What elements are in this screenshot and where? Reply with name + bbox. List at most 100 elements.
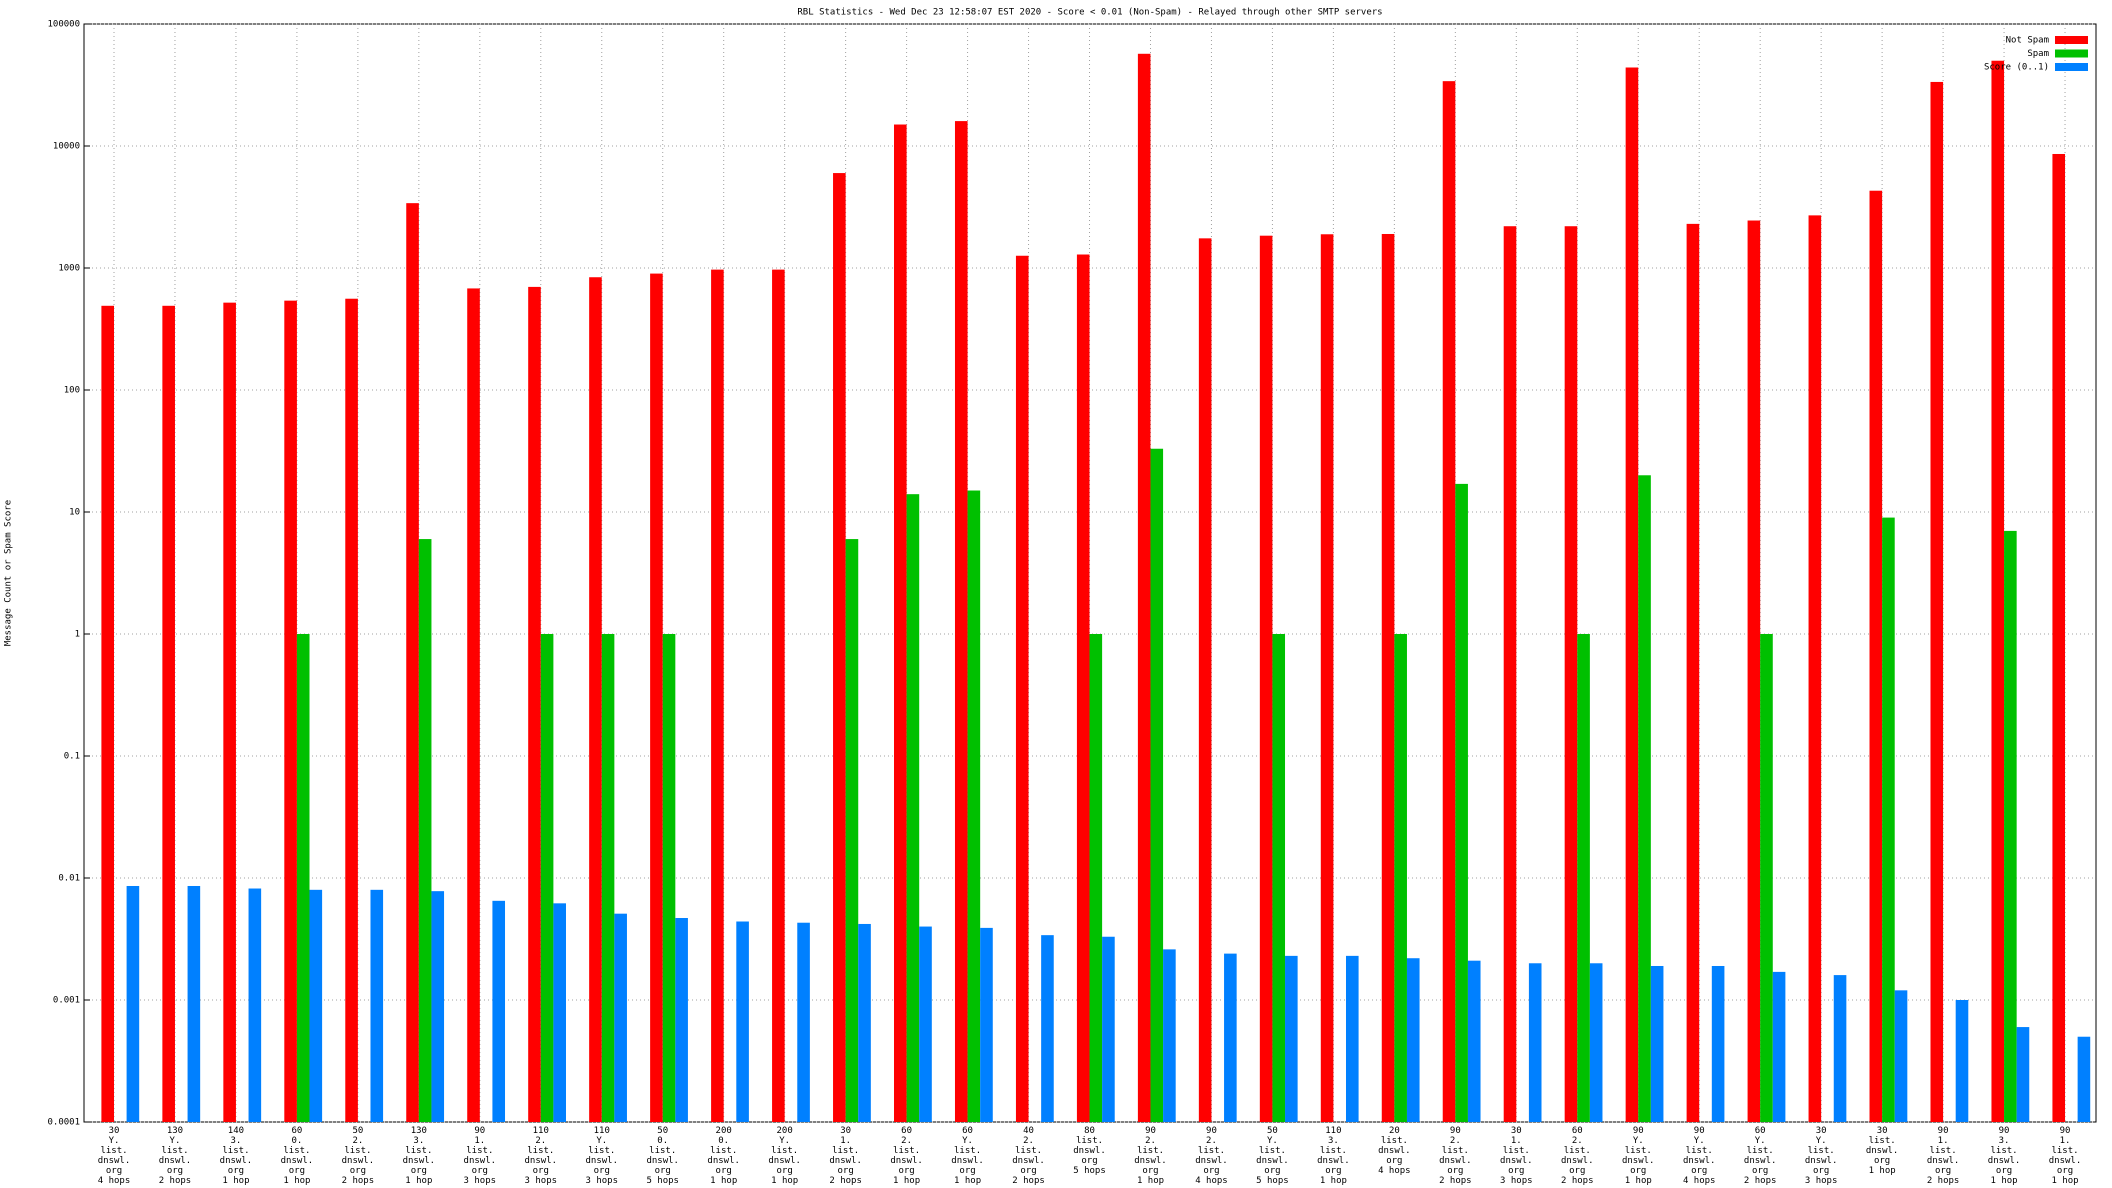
x-tick-label: 90 2. list. dnswl. org 1 hop [1134, 1126, 1167, 1186]
bar [1224, 953, 1237, 1122]
y-tick-label: 0.001 [53, 996, 80, 1006]
y-tick-label: 10000 [53, 142, 80, 152]
x-tick-label: 60 2. list. dnswl. org 1 hop [890, 1126, 923, 1186]
bar [1625, 67, 1639, 1122]
y-tick-label: 100000 [47, 20, 80, 30]
bar [1772, 971, 1786, 1122]
bar [1394, 634, 1407, 1122]
bar [1137, 53, 1151, 1122]
x-tick-label: 60 Y. list. dnswl. org 1 hop [951, 1126, 984, 1186]
bar [711, 269, 724, 1122]
bar [296, 634, 310, 1122]
bar [1711, 965, 1725, 1122]
bar [1285, 955, 1298, 1122]
x-tick-label: 90 Y. list. dnswl. org 4 hops [1682, 1126, 1716, 1186]
bar [772, 269, 785, 1122]
x-tick-label: 90 2. list. dnswl. org 4 hops [1195, 1126, 1228, 1186]
y-tick-label: 0.01 [58, 874, 80, 884]
bar [1650, 965, 1664, 1122]
bar [248, 888, 262, 1122]
bar [601, 634, 615, 1122]
legend-label: Score (0..1) [1984, 63, 2049, 73]
bar [1589, 963, 1603, 1122]
bar [1345, 955, 1359, 1122]
bar [1686, 223, 1700, 1122]
bar [919, 926, 932, 1122]
x-tick-label: 80 list. dnswl. org 5 hops [1073, 1126, 1106, 1176]
bar [406, 203, 419, 1123]
bar [309, 889, 323, 1122]
bar [1381, 233, 1395, 1122]
bar [614, 913, 627, 1122]
y-tick-label: 1000 [58, 264, 80, 274]
chart-title: RBL Statistics - Wed Dec 23 12:58:07 EST… [797, 8, 1382, 18]
bar [1163, 949, 1176, 1122]
bar [540, 634, 554, 1122]
bar [492, 900, 506, 1122]
x-tick-label: 90 Y. list. dnswl. org 1 hop [1621, 1126, 1655, 1186]
bar [1406, 958, 1420, 1122]
bar [162, 305, 175, 1122]
x-tick-label: 140 3. list. dnswl. org 1 hop [219, 1126, 253, 1186]
bar [2052, 153, 2066, 1122]
bar [980, 927, 993, 1122]
bar [187, 885, 201, 1122]
legend-label: Not Spam [2006, 36, 2049, 46]
bar [2077, 1036, 2091, 1122]
bar [797, 922, 810, 1122]
x-tick-label: 110 2. list. dnswl. org 3 hops [524, 1126, 558, 1186]
bar [1467, 960, 1481, 1122]
x-tick-label: 200 Y. list. dnswl. org 1 hop [768, 1126, 801, 1186]
bar [833, 173, 846, 1122]
bar [1076, 254, 1090, 1122]
bar [2016, 1027, 2030, 1122]
x-tick-label: 50 0. list. dnswl. org 5 hops [646, 1126, 679, 1186]
x-tick-label: 30 Y. list. dnswl. org 4 hops [97, 1126, 131, 1186]
bar [223, 302, 236, 1122]
bar [650, 273, 663, 1123]
bar [345, 298, 358, 1122]
bar [1198, 238, 1212, 1122]
y-tick-label: 1 [75, 630, 80, 640]
x-tick-label: 90 1. list. dnswl. org 3 hops [463, 1126, 497, 1186]
bar [1442, 81, 1456, 1123]
legend-swatch [2055, 63, 2088, 71]
x-tick-label: 50 Y. list. dnswl. org 5 hops [1256, 1126, 1289, 1186]
legend-swatch [2055, 49, 2088, 58]
bar [967, 490, 981, 1123]
bar [1747, 220, 1761, 1123]
x-tick-label: 20 list. dnswl. org 4 hops [1378, 1126, 1411, 1176]
x-tick-label: 30 1. list. dnswl. org 2 hops [829, 1126, 862, 1186]
bar [845, 539, 859, 1122]
legend-swatch [2055, 36, 2088, 44]
bar [1894, 990, 1908, 1122]
bar [1455, 483, 1468, 1122]
x-tick-label: 60 2. list. dnswl. org 2 hops [1561, 1126, 1594, 1186]
x-tick-label: 110 3. list. dnswl. org 1 hop [1317, 1126, 1350, 1186]
bar [370, 889, 384, 1122]
y-axis-label: Message Count or Spam Score [4, 500, 14, 646]
bar [1150, 448, 1164, 1122]
bar [736, 921, 749, 1122]
bar [418, 539, 432, 1122]
bar [467, 288, 480, 1122]
x-tick-label: 90 3. list. dnswl. org 1 hop [1987, 1126, 2021, 1186]
x-tick-label: 30 1. list. dnswl. org 3 hops [1500, 1126, 1533, 1186]
bar [1259, 235, 1273, 1122]
bar [906, 494, 920, 1123]
bar [1503, 226, 1517, 1122]
bar [1320, 234, 1334, 1122]
bar [1869, 190, 1883, 1122]
y-tick-label: 10 [69, 508, 80, 518]
bar [858, 923, 871, 1122]
bar [1102, 936, 1115, 1122]
bar [1638, 475, 1651, 1122]
bar [1577, 634, 1590, 1122]
x-tick-label: 110 Y. list. dnswl. org 3 hops [585, 1126, 618, 1186]
x-tick-label: 200 0. list. dnswl. org 1 hop [707, 1126, 740, 1186]
x-tick-label: 30 list. dnswl. org 1 hop [1865, 1126, 1899, 1176]
x-tick-label: 40 2. list. dnswl. org 2 hops [1012, 1126, 1045, 1186]
x-tick-label: 130 3. list. dnswl. org 1 hop [402, 1126, 436, 1186]
bar [1272, 634, 1286, 1122]
